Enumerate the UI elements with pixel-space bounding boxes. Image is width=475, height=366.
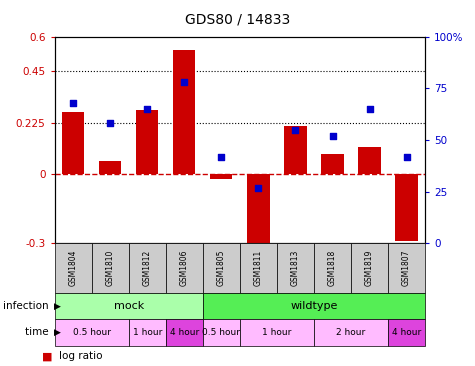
- Bar: [62, 112, 84, 175]
- Text: ▶: ▶: [54, 302, 60, 310]
- Bar: [210, 175, 232, 179]
- Text: GSM1813: GSM1813: [291, 250, 300, 286]
- Text: ▶: ▶: [54, 328, 60, 337]
- Bar: [240, 319, 314, 346]
- Bar: [129, 319, 166, 346]
- Point: [180, 79, 188, 85]
- Text: 1 hour: 1 hour: [262, 328, 292, 337]
- Text: GSM1807: GSM1807: [402, 250, 411, 286]
- Text: GSM1819: GSM1819: [365, 250, 374, 286]
- Text: GSM1810: GSM1810: [106, 250, 114, 286]
- Bar: [314, 319, 388, 346]
- Point: [292, 127, 299, 132]
- Text: GSM1804: GSM1804: [69, 250, 77, 286]
- Point: [218, 154, 225, 160]
- Text: wildtype: wildtype: [290, 301, 338, 311]
- Bar: [247, 175, 269, 250]
- Bar: [55, 243, 92, 293]
- Point: [143, 106, 151, 112]
- Point: [69, 100, 77, 106]
- Text: 4 hour: 4 hour: [392, 328, 421, 337]
- Bar: [314, 243, 351, 293]
- Text: 4 hour: 4 hour: [170, 328, 199, 337]
- Text: infection: infection: [3, 301, 52, 311]
- Point: [106, 120, 114, 126]
- Text: GSM1805: GSM1805: [217, 250, 226, 286]
- Text: 0.5 hour: 0.5 hour: [202, 328, 240, 337]
- Bar: [136, 110, 158, 175]
- Point: [403, 154, 410, 160]
- Point: [255, 184, 262, 190]
- Point: [329, 133, 336, 139]
- Text: 0.5 hour: 0.5 hour: [73, 328, 111, 337]
- Text: GSM1818: GSM1818: [328, 250, 337, 286]
- Bar: [99, 161, 121, 175]
- Text: 2 hour: 2 hour: [336, 328, 366, 337]
- Bar: [240, 243, 277, 293]
- Text: GSM1812: GSM1812: [143, 250, 152, 286]
- Bar: [166, 319, 203, 346]
- Bar: [388, 319, 425, 346]
- Bar: [351, 243, 388, 293]
- Bar: [322, 154, 343, 175]
- Text: 1 hour: 1 hour: [133, 328, 162, 337]
- Bar: [396, 175, 418, 241]
- Bar: [203, 319, 240, 346]
- Bar: [55, 319, 129, 346]
- Text: mock: mock: [114, 301, 144, 311]
- Bar: [359, 147, 380, 175]
- Bar: [55, 293, 203, 319]
- Bar: [285, 126, 306, 175]
- Text: time: time: [25, 327, 52, 337]
- Text: ■: ■: [42, 351, 52, 362]
- Text: GDS80 / 14833: GDS80 / 14833: [185, 13, 290, 27]
- Bar: [173, 51, 195, 175]
- Text: log ratio: log ratio: [59, 351, 103, 362]
- Text: GSM1806: GSM1806: [180, 250, 189, 286]
- Point: [366, 106, 373, 112]
- Bar: [388, 243, 425, 293]
- Bar: [166, 243, 203, 293]
- Bar: [277, 243, 314, 293]
- Bar: [203, 243, 240, 293]
- Bar: [203, 293, 425, 319]
- Bar: [92, 243, 129, 293]
- Text: GSM1811: GSM1811: [254, 250, 263, 286]
- Bar: [129, 243, 166, 293]
